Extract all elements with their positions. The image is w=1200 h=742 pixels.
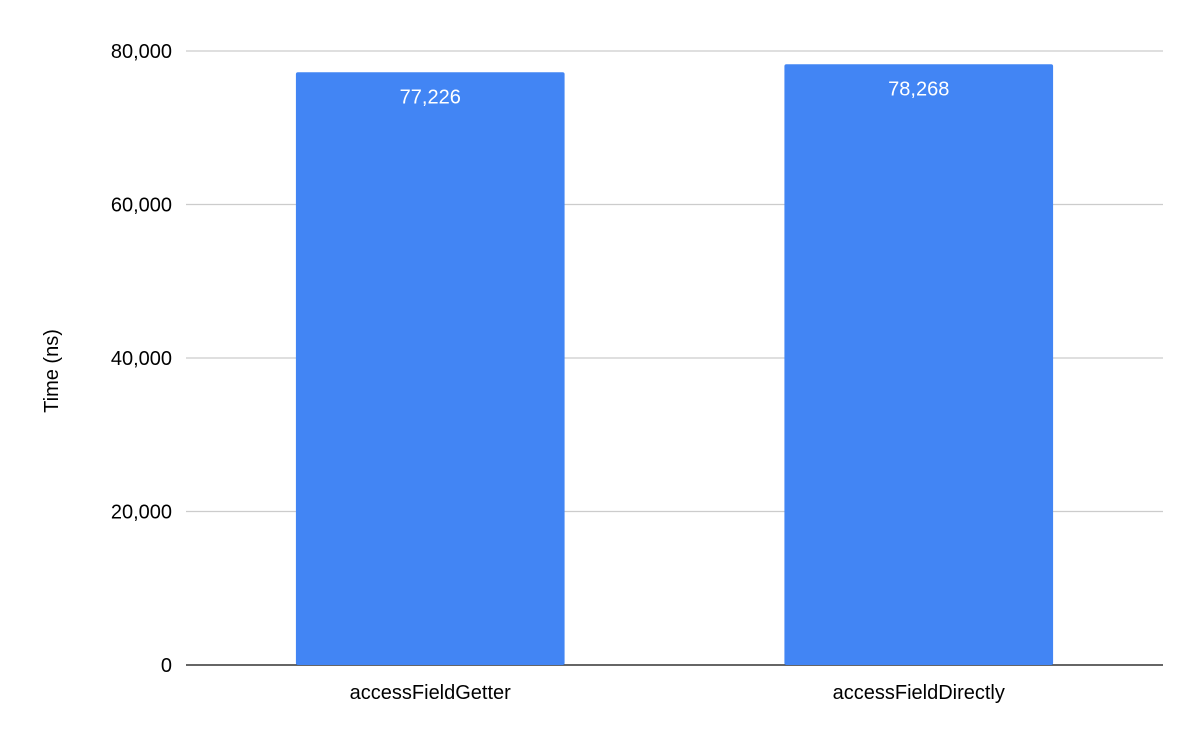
bar-accessFieldGetter xyxy=(295,72,565,665)
bar-accessFieldDirectly xyxy=(784,64,1054,666)
x-axis-category-labels: accessFieldGetter accessFieldDirectly xyxy=(350,682,1005,704)
x-category-label: accessFieldGetter xyxy=(350,682,512,704)
x-category-label: accessFieldDirectly xyxy=(833,682,1005,704)
data-label-accessFieldDirectly: 78,268 xyxy=(888,78,949,100)
y-tick-label: 60,000 xyxy=(111,195,172,217)
y-tick-label: 80,000 xyxy=(111,41,172,63)
y-tick-label: 20,000 xyxy=(111,502,172,524)
bars: 77,226 78,268 xyxy=(295,64,1054,666)
data-label-accessFieldGetter: 77,226 xyxy=(400,86,461,108)
y-tick-label: 0 xyxy=(161,655,172,677)
y-tick-label: 40,000 xyxy=(111,348,172,370)
y-axis-tick-labels: 0 20,000 40,000 60,000 80,000 xyxy=(111,41,172,677)
y-axis-title: Time (ns) xyxy=(41,329,63,413)
